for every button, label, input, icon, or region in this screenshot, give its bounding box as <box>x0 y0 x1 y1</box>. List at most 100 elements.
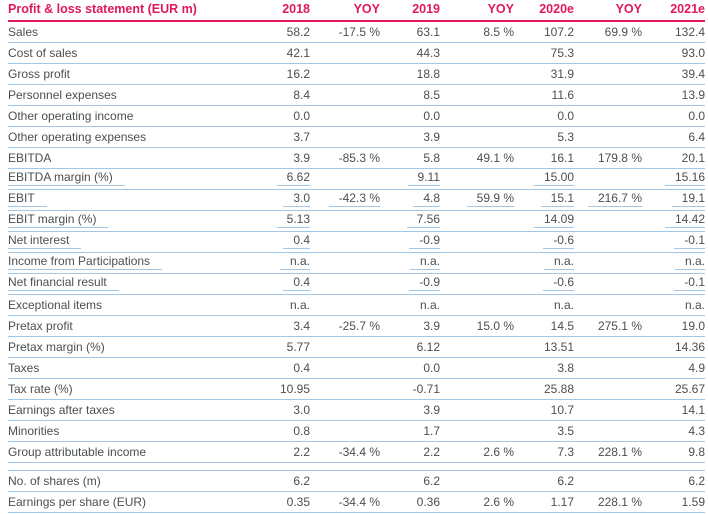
cell-value <box>440 470 514 492</box>
cell-value <box>440 210 514 232</box>
cell-value: 7.3 <box>514 441 574 463</box>
cell-value-text: 39.4 <box>681 66 705 81</box>
row-label: Gross profit <box>8 63 233 85</box>
cell-value <box>574 84 642 106</box>
cell-value: 0.4 <box>233 357 310 379</box>
column-header: YOY <box>574 2 642 22</box>
cell-value-text: 10.7 <box>550 402 574 417</box>
cell-value <box>574 378 642 400</box>
row-label: Exceptional items <box>8 294 233 316</box>
cell-value <box>440 252 514 274</box>
cell-value: 5.8 <box>380 147 440 169</box>
row-label-text: EBIT <box>8 191 47 207</box>
cell-value-text: 42.1 <box>286 45 310 60</box>
cell-value-text: 13.9 <box>681 87 705 102</box>
cell-value: 2.2 <box>380 441 440 463</box>
cell-value-text: 7.56 <box>406 212 440 228</box>
cell-value <box>574 336 642 358</box>
cell-value: 9.11 <box>380 168 440 190</box>
row-label: Pretax margin (%) <box>8 336 233 358</box>
cell-value-text: 7.3 <box>557 444 574 459</box>
row-label: No. of shares (m) <box>8 470 233 492</box>
cell-value <box>440 63 514 85</box>
cell-value: n.a. <box>233 252 310 274</box>
cell-value: 13.51 <box>514 336 574 358</box>
cell-value <box>310 378 380 400</box>
cell-value-text: 6.4 <box>688 129 705 144</box>
cell-value-text: 3.5 <box>557 423 574 438</box>
cell-value: 6.2 <box>642 470 705 492</box>
cell-value: 59.9 % <box>440 189 514 211</box>
cell-value-text: 14.1 <box>681 402 705 417</box>
cell-value-text: 0.35 <box>286 494 310 509</box>
cell-value: 6.2 <box>233 470 310 492</box>
cell-value: 6.4 <box>642 126 705 148</box>
row-label-text: Minorities <box>8 423 60 438</box>
row-label: Taxes <box>8 357 233 379</box>
cell-value: 19.1 <box>642 189 705 211</box>
cell-value: n.a. <box>642 252 705 274</box>
cell-value: -0.6 <box>514 273 574 295</box>
cell-value: -34.4 % <box>310 441 380 463</box>
row-label: Personnel expenses <box>8 84 233 106</box>
cell-value-text: n.a. <box>543 254 574 270</box>
cell-value-text: 1.17 <box>550 494 574 509</box>
cell-value-text: 93.0 <box>681 45 705 60</box>
cell-value: 31.9 <box>514 63 574 85</box>
cell-value: 3.9 <box>380 399 440 421</box>
cell-value-text: 16.1 <box>550 150 574 165</box>
cell-value-text: 31.9 <box>550 66 574 81</box>
cell-value <box>574 399 642 421</box>
cell-value-text: 25.67 <box>674 381 705 396</box>
row-label: Earnings per share (EUR) <box>8 491 233 513</box>
cell-value: 0.0 <box>642 105 705 127</box>
cell-value: -85.3 % <box>310 147 380 169</box>
cell-value: 15.0 % <box>440 315 514 337</box>
cell-value-text: 0.0 <box>293 108 310 123</box>
cell-value: 8.4 <box>233 84 310 106</box>
table-row: Group attributable income 2.2 -34.4 % 2.2 2.… <box>8 441 705 463</box>
cell-value: 15.16 <box>642 168 705 190</box>
cell-value: 20.1 <box>642 147 705 169</box>
cell-value-text: 3.0 <box>293 402 310 417</box>
cell-value-text: 216.7 % <box>587 191 642 207</box>
pnl-table: Profit & loss statement (EUR m) 2018 YOY 2… <box>8 2 705 513</box>
cell-value-text: 4.8 <box>413 191 440 207</box>
cell-value <box>440 420 514 442</box>
cell-value: -25.7 % <box>310 315 380 337</box>
cell-value-text: n.a. <box>419 297 440 312</box>
cell-value <box>574 63 642 85</box>
cell-value <box>574 273 642 295</box>
cell-value: 3.5 <box>514 420 574 442</box>
cell-value: 3.9 <box>233 147 310 169</box>
cell-value: 3.7 <box>233 126 310 148</box>
row-label-text: No. of shares (m) <box>8 473 101 488</box>
cell-value-text: 0.0 <box>423 108 440 123</box>
cell-value-text: 275.1 % <box>597 318 642 333</box>
cell-value-text: 8.4 <box>293 87 310 102</box>
table-row: Personnel expenses 8.4 8.5 11.6 13.9 <box>8 84 705 106</box>
row-label-text: Income from Participations <box>8 254 163 270</box>
cell-value: 16.1 <box>514 147 574 169</box>
cell-value: 18.8 <box>380 63 440 85</box>
cell-value <box>440 84 514 106</box>
cell-value-text: -0.9 <box>409 233 440 249</box>
cell-value-text: 9.8 <box>688 444 705 459</box>
cell-value: 3.0 <box>233 189 310 211</box>
table-row: Pretax margin (%) 5.77 6.12 13.51 14.36 <box>8 336 705 358</box>
cell-value-text: 228.1 % <box>597 494 642 509</box>
cell-value: 14.09 <box>514 210 574 232</box>
cell-value-text: 9.11 <box>407 170 440 186</box>
cell-value: 132.4 <box>642 21 705 43</box>
row-label: EBITDA <box>8 147 233 169</box>
cell-value <box>310 168 380 190</box>
cell-value-text: 132.4 <box>674 24 705 39</box>
table-body: Sales 58.2 -17.5 % 63.1 8.5 % 107.2 69.9 % 132.… <box>8 21 705 513</box>
table-row: Pretax profit 3.4 -25.7 % 3.9 15.0 % 14.5 275.… <box>8 315 705 337</box>
cell-value-text: 2.6 % <box>483 494 514 509</box>
cell-value-text: 228.1 % <box>597 444 642 459</box>
cell-value-text: 14.09 <box>533 212 574 228</box>
cell-value: 8.5 <box>380 84 440 106</box>
cell-value: n.a. <box>514 294 574 316</box>
cell-value: 0.0 <box>233 105 310 127</box>
